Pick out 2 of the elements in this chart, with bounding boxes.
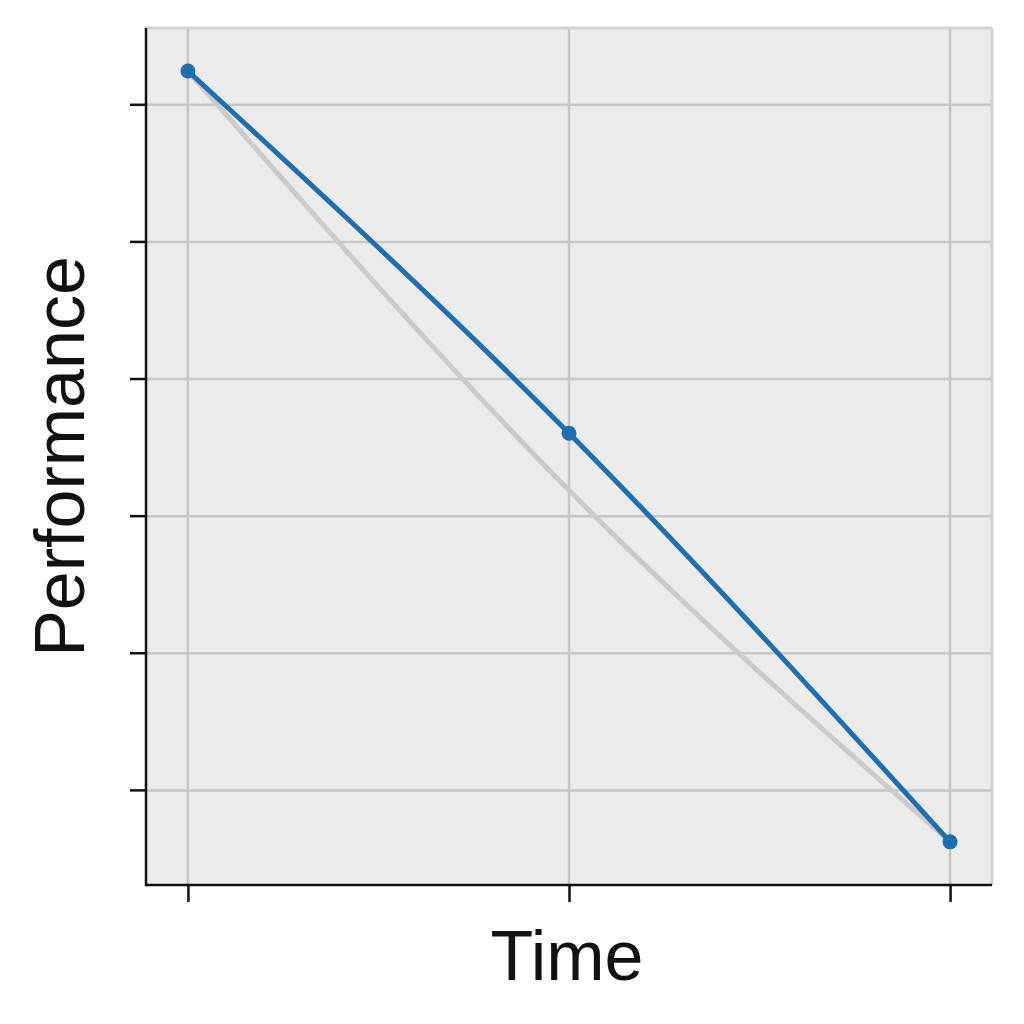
x-axis-title: Time	[490, 917, 644, 995]
y-axis-title: Performance	[21, 256, 99, 657]
